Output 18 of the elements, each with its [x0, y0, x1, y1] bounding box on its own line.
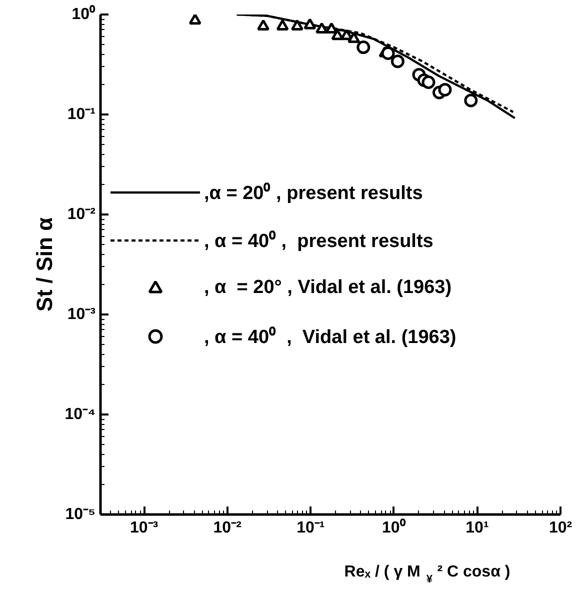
x-tick-label: 10⁰ [382, 518, 406, 536]
x-tick-label: 10⁻¹ [296, 520, 325, 536]
legend-label: , α = 40⁰ , present results [204, 230, 434, 253]
x-axis-title: Reₓ / ( γ M¥² C cosα ) [344, 564, 510, 586]
x-tick-label: 10² [548, 520, 572, 536]
y-tick-label: 10⁻³ [67, 306, 96, 323]
y-tick-label: 10⁻⁵ [65, 506, 96, 523]
y-axis-title: St / Sin α [32, 216, 57, 312]
legend-label: , α = 20° , Vidal et al. (1963) [204, 277, 452, 299]
y-tick-label: 10⁻⁴ [64, 406, 96, 423]
y-tick-label: 10⁰ [72, 5, 96, 23]
legend-label: , α = 40⁰ , Vidal et al. (1963) [204, 326, 456, 349]
y-tick-label: 10⁻² [67, 206, 96, 223]
legend-label: ,α = 20⁰ , present results [204, 182, 423, 205]
x-tick-label: 10⁻³ [130, 520, 158, 536]
x-tick-label: 10¹ [466, 520, 489, 536]
y-tick-label: 10⁻¹ [67, 106, 96, 123]
x-tick-label: 10⁻² [213, 520, 242, 536]
